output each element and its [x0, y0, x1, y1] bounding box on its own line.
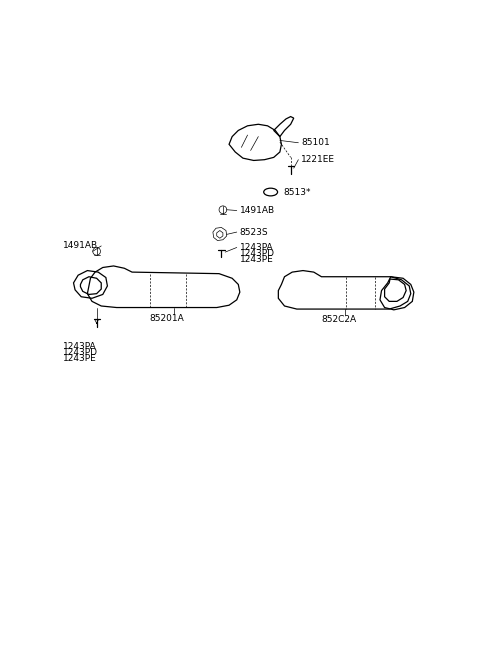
Text: 852C2A: 852C2A — [322, 315, 357, 325]
Text: 85101: 85101 — [301, 138, 330, 147]
Text: 1243PD: 1243PD — [240, 249, 275, 258]
Text: 1491AB: 1491AB — [63, 241, 98, 250]
Text: 1243PA: 1243PA — [63, 342, 96, 351]
Text: 85201A: 85201A — [150, 314, 184, 323]
Text: 1491AB: 1491AB — [240, 206, 275, 215]
Text: 1221EE: 1221EE — [301, 155, 336, 164]
Text: 1243PE: 1243PE — [63, 354, 96, 363]
Text: 1243PA: 1243PA — [240, 243, 274, 252]
Text: 8513*: 8513* — [283, 187, 311, 196]
Text: 1243PD: 1243PD — [63, 348, 98, 357]
Text: 8523S: 8523S — [240, 227, 268, 237]
Text: 1243PE: 1243PE — [240, 256, 274, 264]
